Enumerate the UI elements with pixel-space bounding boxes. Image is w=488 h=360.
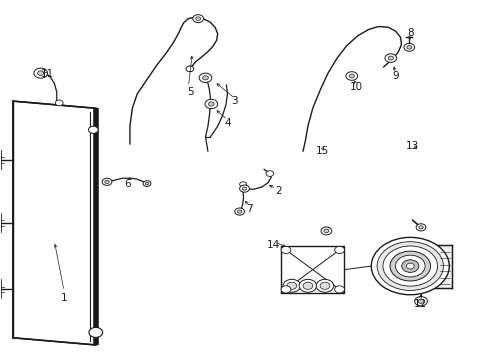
Circle shape bbox=[387, 56, 393, 60]
Text: 15: 15 bbox=[315, 146, 328, 156]
Circle shape bbox=[88, 126, 98, 134]
Circle shape bbox=[334, 246, 344, 253]
Circle shape bbox=[370, 237, 448, 295]
Circle shape bbox=[395, 255, 424, 277]
Text: 11: 11 bbox=[41, 69, 54, 79]
Text: 8: 8 bbox=[406, 28, 413, 38]
Circle shape bbox=[417, 299, 423, 303]
Bar bbox=[414, 244, 451, 288]
Text: 7: 7 bbox=[245, 204, 252, 214]
Text: 13: 13 bbox=[405, 141, 419, 151]
Circle shape bbox=[102, 178, 112, 185]
Circle shape bbox=[281, 286, 290, 293]
Circle shape bbox=[418, 226, 422, 229]
Text: 9: 9 bbox=[391, 71, 398, 81]
Circle shape bbox=[320, 282, 329, 289]
Circle shape bbox=[242, 187, 246, 190]
Circle shape bbox=[192, 15, 203, 23]
Circle shape bbox=[376, 242, 443, 291]
Circle shape bbox=[345, 72, 357, 80]
Circle shape bbox=[415, 224, 425, 231]
Text: 1: 1 bbox=[61, 293, 67, 303]
Circle shape bbox=[286, 282, 296, 289]
Circle shape bbox=[321, 227, 331, 235]
Circle shape bbox=[316, 279, 333, 292]
Circle shape bbox=[382, 246, 437, 286]
Circle shape bbox=[281, 246, 290, 253]
Circle shape bbox=[38, 71, 43, 75]
Circle shape bbox=[199, 73, 211, 82]
Circle shape bbox=[34, 68, 47, 78]
Text: 2: 2 bbox=[275, 186, 282, 196]
Circle shape bbox=[237, 210, 242, 213]
Text: 10: 10 bbox=[349, 82, 363, 92]
Circle shape bbox=[239, 182, 246, 187]
Circle shape bbox=[414, 297, 427, 306]
Circle shape bbox=[185, 66, 193, 72]
Circle shape bbox=[334, 286, 344, 293]
Circle shape bbox=[283, 279, 300, 292]
Circle shape bbox=[202, 76, 208, 80]
Circle shape bbox=[403, 43, 414, 51]
Circle shape bbox=[324, 229, 328, 233]
Circle shape bbox=[239, 185, 249, 192]
Circle shape bbox=[406, 45, 411, 49]
Bar bbox=[281, 246, 344, 293]
Circle shape bbox=[384, 54, 396, 62]
Circle shape bbox=[195, 17, 200, 21]
Text: 14: 14 bbox=[266, 239, 280, 249]
Circle shape bbox=[55, 100, 63, 106]
Text: 6: 6 bbox=[124, 179, 130, 189]
Circle shape bbox=[389, 251, 430, 281]
Circle shape bbox=[406, 263, 413, 269]
Text: 4: 4 bbox=[224, 118, 230, 128]
Circle shape bbox=[89, 327, 102, 337]
Circle shape bbox=[145, 182, 148, 185]
Circle shape bbox=[104, 180, 109, 183]
Circle shape bbox=[299, 279, 316, 292]
Circle shape bbox=[208, 102, 214, 106]
Circle shape bbox=[265, 171, 273, 176]
Polygon shape bbox=[13, 101, 96, 345]
Polygon shape bbox=[13, 101, 96, 345]
Circle shape bbox=[143, 181, 151, 186]
Circle shape bbox=[348, 74, 354, 78]
Circle shape bbox=[234, 208, 244, 215]
Circle shape bbox=[204, 99, 217, 109]
Text: 12: 12 bbox=[412, 299, 426, 309]
Text: 3: 3 bbox=[231, 96, 238, 106]
Circle shape bbox=[401, 260, 418, 273]
Circle shape bbox=[303, 282, 312, 289]
Text: 5: 5 bbox=[187, 87, 194, 97]
